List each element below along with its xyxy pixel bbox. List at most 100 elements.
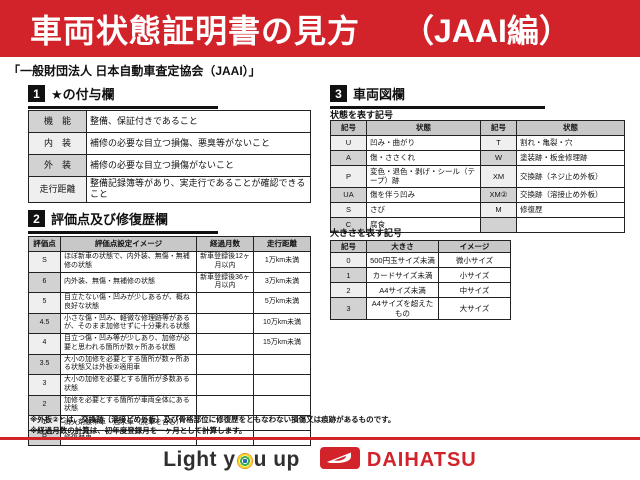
table-header-row: 記号 大きさ イメージ (330, 239, 511, 254)
table-cell: 塗装跡・板金修理跡 (516, 150, 625, 166)
table-cell: U (330, 135, 367, 151)
table-cell: 中サイズ (438, 282, 511, 299)
table-cell (253, 374, 311, 396)
table-cell: P (330, 165, 367, 188)
column-header: 評価点設定イメージ (60, 236, 197, 252)
light-you-up-slogan: Light y u up (163, 448, 300, 472)
table-cell: 3.5 (28, 353, 61, 375)
table-row: 1 消火剤散布車・冠水車（廃車を含む） (28, 415, 311, 431)
table-cell (196, 353, 254, 375)
table-row: S さび M 修復歴 (330, 201, 625, 218)
column-header: 評価点 (28, 236, 61, 252)
table-cell: 内 装 (28, 132, 87, 155)
column-header: 走行距離 (253, 236, 311, 252)
table-cell: 4.5 (28, 312, 61, 334)
column-header: 状態 (516, 120, 625, 136)
table-header-row: 評価点 評価点設定イメージ 経過月数 走行距離 (28, 236, 311, 252)
organization-subtitle: 「一般財団法人 日本自動車査定協会（JAAI）」 (8, 64, 261, 78)
table-cell: カードサイズ未満 (366, 267, 439, 284)
table-cell: 0 (330, 252, 367, 269)
table-row: 4 目立つ傷・凹み等が少しあり、加修が必要と思われる箇所が数ヶ所ある状態 15万km… (28, 333, 311, 355)
table-cell (480, 216, 517, 233)
page-title: 車両状態証明書の見方 (30, 12, 361, 49)
table-cell: 変色・退色・剥げ・シール（テープ）跡 (366, 165, 481, 188)
table-cell: 小サイズ (438, 267, 511, 284)
daihatsu-wordmark: DAIHATSU (366, 448, 477, 471)
slogan-text-left: Light y (163, 448, 236, 471)
section2-number-badge: 2 (28, 210, 45, 227)
table-cell: さび (366, 201, 481, 218)
table-cell: 機 能 (28, 110, 87, 133)
section1-title: ★の付与欄 (51, 87, 115, 102)
column-header: 記号 (330, 120, 367, 136)
section1-header: 1 ★の付与欄 (28, 84, 218, 109)
table-cell (196, 333, 254, 355)
table-row: 3 A4サイズを超えたもの 大サイズ (330, 297, 511, 321)
table-row: UA 傷を伴う凹み XM② 交換跡（溶接止め外板） (330, 186, 625, 203)
state-symbols-table: 記号 状態 記号 状態 U 凹み・曲がり T 割れ・亀裂・穴 A 傷・ささくれ W 塗装跡・板金修理… (330, 120, 625, 233)
footnotes: ※外板②とは、交換跡（溶接どめ外板）及び骨格部位に修復歴をともなわない損傷又は痕… (30, 415, 395, 436)
table-cell: 新車登録後12ヶ月以内 (196, 251, 254, 273)
table-cell: S (330, 201, 367, 218)
table-cell: 2 (28, 394, 61, 416)
table-row: A 傷・ささくれ W 塗装跡・板金修理跡 (330, 150, 625, 166)
page-banner: 車両状態証明書の見方 （JAAI編） (0, 0, 640, 57)
table-row: 3.5 大小の加修を必要とする箇所が数ヶ所ある状態又は外板②適用車 (28, 353, 311, 375)
table-cell: 腐食 (366, 216, 481, 233)
target-circle-icon (236, 453, 253, 469)
daihatsu-emblem-icon (319, 446, 360, 474)
table-cell: 走行距離 (28, 176, 87, 203)
table-row: P 変色・退色・剥げ・シール（テープ）跡 XM 交換跡（ネジ止め外板） (330, 165, 625, 188)
table-cell: 6 (28, 271, 61, 293)
table-row: C 腐食 (330, 216, 625, 233)
table-cell: 傷・ささくれ (366, 150, 481, 166)
table-cell: M (480, 201, 517, 218)
table-cell: 内外装、無傷・無補修の状態 (60, 271, 197, 293)
table-cell: 1 (330, 267, 367, 284)
table-cell: 大小の加修を必要とする箇所が数ヶ所ある状態又は外板②適用車 (60, 353, 197, 375)
table-cell: 5万km未満 (253, 292, 311, 314)
table-row: U 凹み・曲がり T 割れ・亀裂・穴 (330, 135, 625, 151)
size-symbols-table: 記号 大きさ イメージ 0 500円玉サイズ未満 微小サイズ 1 カードサイズ未満 小サイズ 2… (330, 239, 511, 321)
table-cell: UA (330, 186, 367, 203)
table-cell: A4サイズを超えたもの (366, 297, 439, 321)
table-cell: 割れ・亀裂・穴 (516, 135, 625, 151)
table-cell: 小さな傷・凹み、軽微な修理跡等があるが、そのまま加修せずに十分乗れる状態 (60, 312, 197, 334)
table-cell: 大サイズ (438, 297, 511, 321)
table-cell: 3万km未満 (253, 271, 311, 293)
table-cell: 修復歴 (516, 201, 625, 218)
table-row: 2 A4サイズ未満 中サイズ (330, 282, 511, 299)
table-cell (253, 353, 311, 375)
column-header: 記号 (480, 120, 517, 136)
table-cell (516, 216, 625, 233)
section2-title: 評価点及び修復歴欄 (51, 212, 169, 227)
table-cell: T (480, 135, 517, 151)
table-cell: 15万km未満 (253, 333, 311, 355)
table-cell: 補修の必要な目立つ損傷がないこと (86, 154, 311, 177)
table-cell: 1万km未満 (253, 251, 311, 273)
table-cell: C (330, 216, 367, 233)
table-cell: 外 装 (28, 154, 87, 177)
footer-divider-line (0, 437, 640, 440)
table-cell (196, 394, 254, 416)
page-title-edition: （JAAI編） (402, 12, 571, 49)
table-row: 2 加修を必要とする箇所が車両全体にある状態 (28, 394, 311, 416)
table-row: 外 装補修の必要な目立つ損傷がないこと (28, 154, 311, 177)
table-cell: 加修を必要とする箇所が車両全体にある状態 (60, 394, 197, 416)
table-cell: 目立つ傷・凹み等が少しあり、加修が必要と思われる箇所が数ヶ所ある状態 (60, 333, 197, 355)
table-cell: 凹み・曲がり (366, 135, 481, 151)
table-cell: 10万km未満 (253, 312, 311, 334)
size-symbols-caption: 大きさを表す記号 (330, 228, 403, 238)
daihatsu-logo: DAIHATSU (319, 446, 477, 474)
table-row: 0 500円玉サイズ未満 微小サイズ (330, 252, 511, 269)
table-cell: 整備、保証付きであること (86, 110, 311, 133)
footnote-line: ※外板②とは、交換跡（溶接どめ外板）及び骨格部位に修復歴をともなわない損傷又は痕… (30, 415, 396, 424)
table-cell: W (480, 150, 517, 166)
table-cell: S (28, 251, 61, 273)
state-symbols-caption: 状態を表す記号 (330, 110, 394, 120)
table-cell: 大小の加修を必要とする箇所が多数ある状態 (60, 374, 197, 396)
table-cell: 2 (330, 282, 367, 299)
column-header: 大きさ (366, 239, 439, 254)
table-cell: 500円玉サイズ未満 (366, 252, 439, 269)
table-cell: XM② (480, 186, 517, 203)
